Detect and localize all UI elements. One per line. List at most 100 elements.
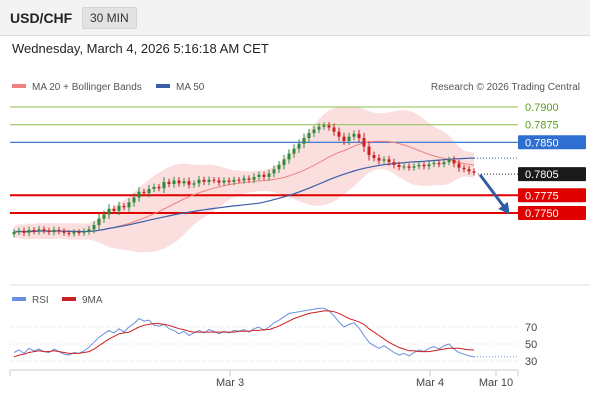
candle	[447, 156, 451, 166]
price-tag: 0.7750	[518, 206, 586, 220]
candle-body	[462, 167, 466, 170]
candle	[277, 161, 281, 174]
candle-body	[307, 133, 311, 138]
candle	[422, 162, 426, 170]
candle	[337, 127, 341, 141]
forecast-arrow	[478, 173, 510, 215]
candle	[87, 226, 91, 235]
candle	[302, 133, 306, 149]
candle-body	[192, 183, 196, 185]
candle-body	[402, 166, 406, 168]
arrow-shaft	[478, 173, 508, 211]
candle	[262, 171, 266, 181]
candle-body	[367, 146, 371, 156]
candle	[12, 228, 16, 238]
rsi-legend: RSI 9MA	[12, 295, 103, 306]
candle-body	[217, 180, 221, 183]
x-tick-label: Mar 3	[216, 377, 244, 389]
price-tag-bg	[518, 188, 586, 203]
candle-body	[147, 189, 151, 194]
candle	[137, 187, 141, 202]
price-tag: 0.7875	[525, 120, 559, 132]
candle-body	[87, 229, 91, 232]
candle	[217, 177, 221, 186]
timeframe-button[interactable]: 30 MIN	[82, 7, 137, 29]
ma20-legend-swatch	[12, 84, 26, 88]
candle-body	[77, 232, 81, 234]
candle-body	[152, 186, 156, 189]
candle-body	[27, 230, 31, 233]
price-tag-label: 0.7805	[525, 169, 559, 181]
candle-body	[127, 202, 131, 208]
candle-body	[92, 225, 96, 230]
candle-body	[172, 180, 176, 184]
candle-body	[397, 164, 401, 167]
candle	[27, 226, 31, 237]
candle-body	[317, 126, 321, 130]
candle-body	[412, 166, 416, 168]
candle	[437, 159, 441, 168]
candle-body	[117, 205, 121, 211]
candle-body	[342, 136, 346, 141]
candle-body	[42, 229, 46, 231]
candle	[77, 229, 81, 236]
main-legend: MA 20 + Bollinger Bands MA 50 Research ©…	[12, 82, 580, 93]
candle-body	[467, 169, 471, 172]
candle	[172, 176, 176, 188]
candle-body	[47, 230, 51, 233]
candle	[307, 128, 311, 143]
candle	[147, 185, 151, 198]
candle	[157, 183, 161, 192]
candle-body	[377, 157, 381, 161]
candle-body	[332, 127, 336, 132]
candle-body	[442, 162, 446, 165]
candle	[187, 177, 191, 189]
candle	[202, 176, 206, 186]
candle	[402, 163, 406, 170]
candle	[22, 227, 26, 236]
candle	[297, 139, 301, 153]
candle-body	[167, 181, 171, 184]
candle-body	[237, 179, 241, 181]
ma50-legend-label: MA 50	[176, 82, 205, 93]
candle	[407, 163, 411, 171]
candle-body	[392, 162, 396, 165]
candle-body	[362, 138, 366, 147]
candle	[292, 144, 296, 158]
candle-body	[197, 179, 201, 184]
price-tag-bg	[518, 206, 586, 220]
candle	[207, 176, 211, 186]
candle	[67, 230, 71, 237]
candle-body	[162, 181, 166, 189]
price-tag: 0.7805	[518, 167, 586, 182]
candle	[362, 132, 366, 152]
candle-body	[212, 179, 216, 181]
candle-body	[277, 164, 281, 170]
candle-body	[202, 179, 206, 182]
candle-body	[262, 174, 266, 177]
candle-body	[282, 159, 286, 165]
time-axis: Mar 3 Mar 4 Mar 10	[9, 369, 519, 389]
candle	[177, 177, 181, 187]
candle-body	[447, 160, 451, 163]
candle-body	[107, 208, 111, 215]
candle	[102, 210, 106, 223]
candle	[442, 158, 446, 168]
candle-body	[252, 177, 256, 180]
candle	[382, 156, 386, 164]
candle	[377, 154, 381, 165]
candle-body	[142, 191, 146, 194]
candle-body	[257, 174, 261, 177]
candle	[127, 198, 131, 212]
candle	[52, 226, 56, 236]
candle	[372, 151, 376, 162]
candle-body	[227, 180, 231, 182]
rsi-level-label: 70	[525, 322, 537, 334]
candle-body	[17, 230, 21, 233]
candle	[347, 132, 351, 145]
candle	[427, 161, 431, 170]
candle-body	[292, 148, 296, 154]
candle	[227, 177, 231, 185]
candle-body	[457, 163, 461, 168]
